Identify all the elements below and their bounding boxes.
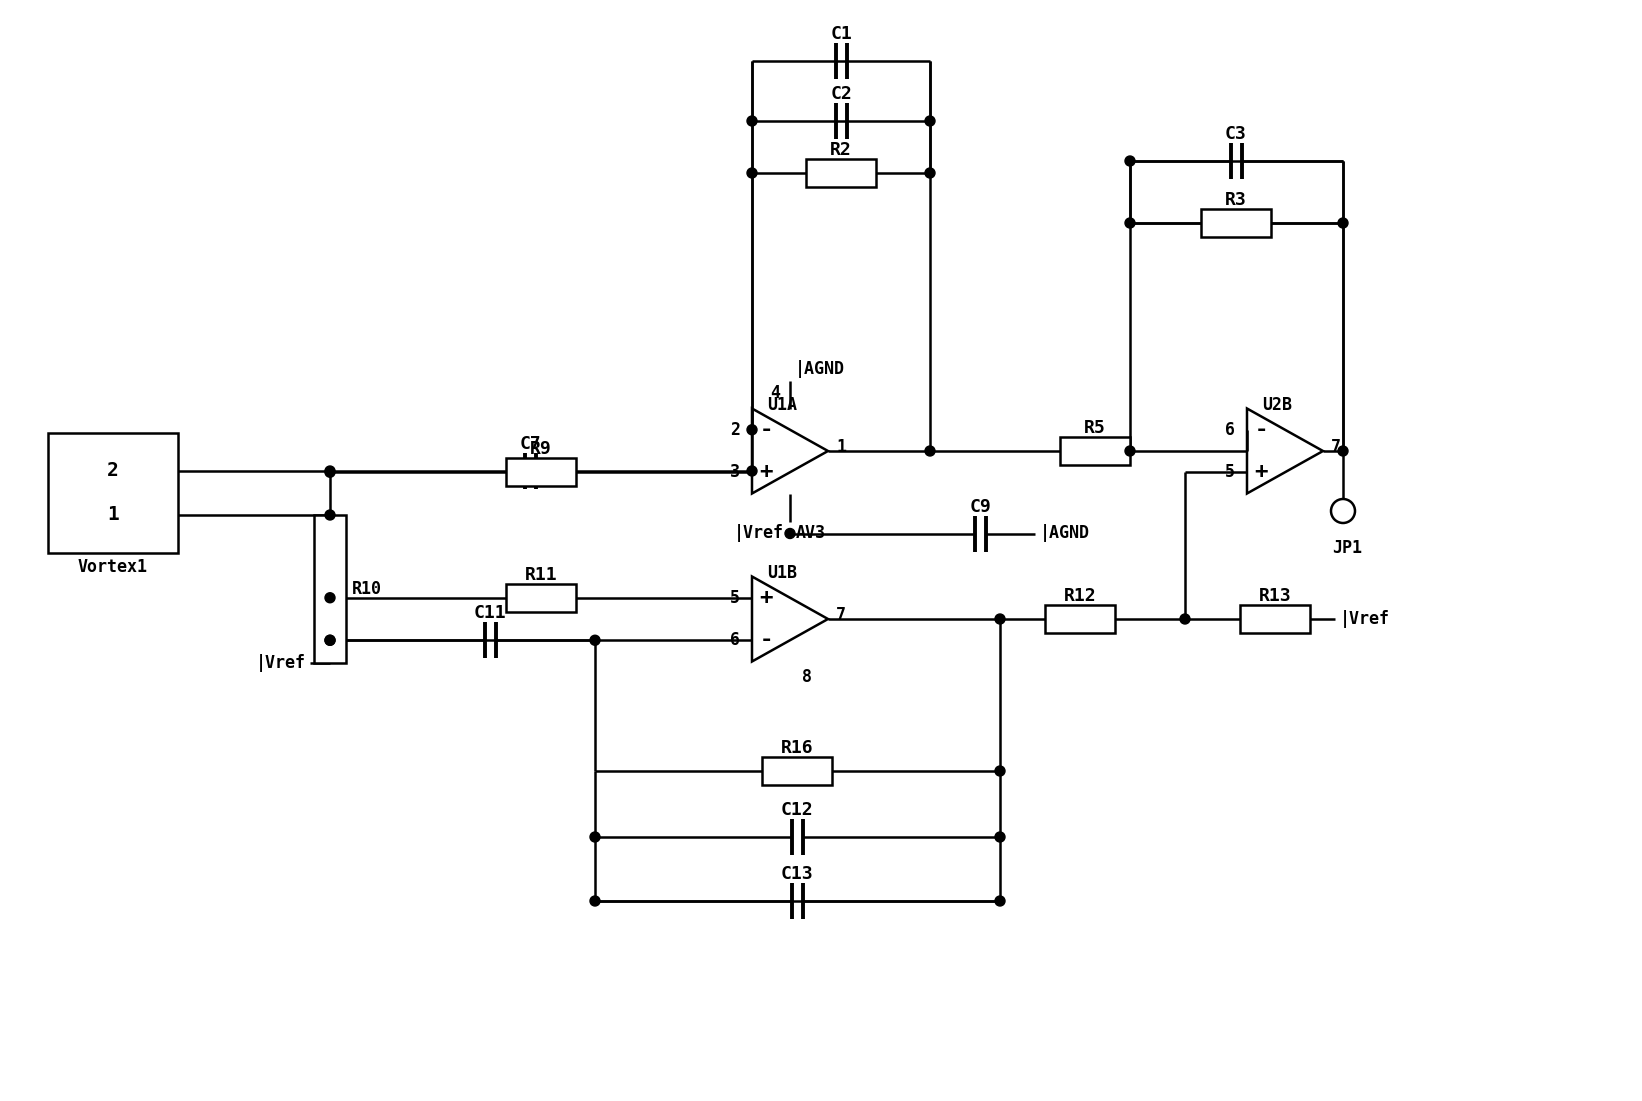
Circle shape — [325, 510, 335, 520]
Text: JP1: JP1 — [1332, 539, 1361, 557]
Text: -: - — [1254, 419, 1268, 439]
Circle shape — [325, 466, 335, 476]
Circle shape — [1125, 218, 1135, 228]
Text: 6: 6 — [1225, 421, 1235, 439]
Text: U2B: U2B — [1263, 395, 1292, 414]
Circle shape — [1332, 499, 1355, 523]
Circle shape — [1125, 156, 1135, 166]
Text: 2: 2 — [731, 421, 741, 439]
Text: R2: R2 — [831, 141, 852, 159]
Text: |Vref: |Vref — [256, 654, 305, 672]
Circle shape — [924, 168, 934, 178]
Text: R3: R3 — [1225, 190, 1246, 209]
Circle shape — [924, 116, 934, 126]
Circle shape — [1125, 446, 1135, 456]
Text: -: - — [759, 630, 773, 651]
Circle shape — [924, 446, 934, 456]
Circle shape — [1181, 614, 1190, 624]
Text: R9: R9 — [530, 440, 552, 458]
Text: C3: C3 — [1225, 126, 1246, 143]
Text: |AGND: |AGND — [795, 360, 846, 378]
Bar — [1061, 437, 1130, 465]
Text: C12: C12 — [780, 802, 813, 819]
Circle shape — [747, 116, 757, 126]
Circle shape — [1338, 218, 1348, 228]
Circle shape — [589, 896, 599, 906]
Text: C13: C13 — [780, 865, 813, 883]
Bar — [806, 159, 875, 187]
Text: 7: 7 — [1332, 438, 1342, 456]
Text: C9: C9 — [969, 498, 990, 515]
Text: C11: C11 — [473, 604, 506, 622]
Text: 1: 1 — [107, 505, 118, 524]
Text: -: - — [759, 419, 773, 439]
Circle shape — [1338, 446, 1348, 456]
Text: C1: C1 — [831, 25, 852, 43]
Circle shape — [589, 635, 599, 645]
Circle shape — [325, 635, 335, 645]
Circle shape — [995, 766, 1005, 776]
Circle shape — [325, 592, 335, 602]
Text: |Vref: |Vref — [734, 524, 783, 543]
Bar — [762, 757, 832, 785]
Text: +: + — [759, 588, 773, 608]
Bar — [314, 515, 346, 663]
Text: |AGND: |AGND — [1039, 524, 1090, 543]
Text: AV3: AV3 — [796, 524, 826, 543]
Bar — [1044, 606, 1115, 633]
Bar — [48, 433, 177, 553]
Circle shape — [995, 896, 1005, 906]
Text: 1: 1 — [836, 438, 846, 456]
Text: R10: R10 — [351, 580, 383, 598]
Text: 5: 5 — [1225, 464, 1235, 481]
Bar — [1240, 606, 1310, 633]
Bar — [506, 584, 576, 612]
Circle shape — [747, 168, 757, 178]
Text: Vortex1: Vortex1 — [79, 558, 148, 576]
Text: +: + — [759, 462, 773, 482]
Text: R11: R11 — [525, 566, 557, 584]
Circle shape — [995, 614, 1005, 624]
Text: U1B: U1B — [767, 564, 796, 581]
Text: U1A: U1A — [767, 395, 796, 414]
Bar — [506, 458, 576, 487]
Text: 6: 6 — [731, 631, 741, 650]
Text: 3: 3 — [731, 464, 741, 481]
Circle shape — [747, 466, 757, 476]
Text: |Vref: |Vref — [1340, 610, 1391, 628]
Text: 4: 4 — [770, 384, 780, 403]
Text: R13: R13 — [1259, 587, 1291, 606]
Circle shape — [747, 425, 757, 435]
Bar — [1200, 209, 1271, 237]
Text: R5: R5 — [1084, 419, 1105, 437]
Text: +: + — [1254, 462, 1268, 482]
Circle shape — [325, 635, 335, 645]
Circle shape — [995, 832, 1005, 842]
Circle shape — [785, 528, 795, 538]
Circle shape — [325, 467, 335, 477]
Text: C2: C2 — [831, 85, 852, 103]
Circle shape — [589, 832, 599, 842]
Text: 8: 8 — [801, 667, 813, 686]
Text: R16: R16 — [780, 739, 813, 757]
Text: C7: C7 — [519, 435, 540, 453]
Text: 7: 7 — [836, 606, 846, 624]
Text: R12: R12 — [1064, 587, 1097, 606]
Text: 5: 5 — [731, 589, 741, 607]
Text: 2: 2 — [107, 461, 118, 480]
